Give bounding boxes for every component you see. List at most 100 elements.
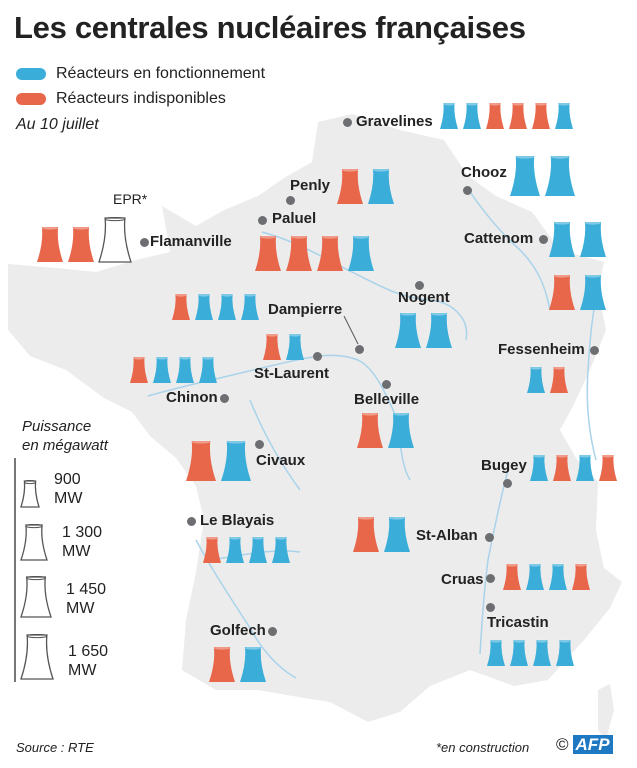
site-dot [355, 345, 364, 354]
site-label-flamanville: Flamanville [150, 233, 232, 250]
river-meuse [465, 185, 551, 311]
legend-running-label: Réacteurs en fonctionnement [56, 65, 266, 82]
reactor-running-icon-rim [529, 563, 541, 567]
reactor-running-icon [368, 168, 394, 204]
scale-tower-icon-rim [26, 576, 46, 581]
reactor-unavailable-icon-rim [321, 235, 339, 239]
site-dot [286, 196, 295, 205]
reactor-unavailable-icon-rim [553, 274, 571, 278]
reactor-unavailable-icon-rim [506, 563, 518, 567]
scale-tower-icon-rim [23, 480, 37, 485]
source-note: Source : RTE [16, 740, 94, 755]
reactor-running-icon-shape [195, 294, 213, 320]
reactor-running-icon [533, 639, 551, 666]
scale-entry-1650: 1 650 MW [20, 634, 108, 680]
reactor-unavailable-icon-shape [209, 647, 235, 682]
reactor-running-icon-shape [241, 294, 259, 320]
reactor-running-icon-rim [553, 221, 571, 225]
scale-unit: MW [66, 600, 95, 617]
reactor-running-icon-rim [513, 639, 525, 643]
reactor-running-icon-shape [384, 517, 410, 552]
legend-unavailable-label: Réacteurs indisponibles [56, 90, 226, 107]
reactor-unavailable-icon [509, 102, 527, 129]
site-label-civaux: Civaux [256, 452, 306, 469]
reactor-running-icon-rim [550, 155, 570, 159]
reactor-construction-icon-shape [98, 217, 132, 263]
reactor-running-icon-rim [490, 639, 502, 643]
reactor-running-icon-rim [388, 516, 406, 520]
scale-tower-icon-shape [20, 524, 48, 561]
reactor-running-icon [388, 412, 414, 448]
reactor-unavailable-icon-shape [599, 455, 617, 481]
reactor-running-icon-shape [487, 640, 505, 666]
reactor-running-icon [463, 102, 481, 129]
reactor-unavailable-icon-rim [512, 102, 524, 106]
reactor-unavailable-icon-shape [130, 357, 148, 383]
reactor-unavailable-icon-shape [317, 236, 343, 271]
reactor-unavailable-icon-rim [489, 102, 501, 106]
reactor-running-icon-rim [584, 221, 602, 225]
scale-bar [14, 458, 16, 682]
reactor-unavailable-icon [549, 274, 575, 310]
reactors-gravelines [439, 102, 574, 130]
legend-item-running: Réacteurs en fonctionnement [16, 65, 265, 83]
reactor-running-icon-shape [510, 156, 540, 196]
reactor-unavailable-icon [553, 454, 571, 481]
afp-logo: © AFP [556, 735, 613, 755]
reactor-unavailable-icon-rim [175, 293, 187, 297]
reactor-unavailable-icon-rim [602, 454, 614, 458]
reactor-unavailable-icon-shape [509, 103, 527, 129]
reactor-unavailable-icon [255, 235, 281, 271]
scale-unit: MW [68, 662, 97, 679]
reactor-unavailable-icon-rim [41, 226, 59, 230]
island-corsica [598, 684, 614, 740]
reactor-running-icon [395, 312, 421, 348]
reactor-running-icon-rim [202, 356, 214, 360]
scale-tower-icon-shape [20, 576, 52, 618]
reactor-running-icon-shape [510, 640, 528, 666]
site-label-penly: Penly [290, 177, 331, 194]
site-label-paluel: Paluel [272, 210, 317, 227]
reactor-unavailable-icon-rim [266, 333, 278, 337]
scale-tower-icon-shape [20, 480, 40, 508]
scale-value: 900 [54, 471, 81, 488]
reactor-unavailable-icon-rim [361, 412, 379, 416]
reactors-tricastin [486, 639, 575, 667]
reactor-unavailable-icon [572, 563, 590, 590]
reactor-running-icon-rim [372, 168, 390, 172]
reactor-unavailable-icon-shape [486, 103, 504, 129]
reactor-running-icon [549, 563, 567, 590]
reactor-unavailable-icon-shape [255, 236, 281, 271]
reactor-running-icon-rim [244, 293, 256, 297]
site-label-chinon: Chinon [166, 389, 218, 406]
site-dot [382, 380, 391, 389]
reactor-unavailable-icon-rim [290, 235, 308, 239]
site-dot [415, 281, 424, 290]
site-label-tricastin: Tricastin [487, 614, 549, 631]
dampierre-leader [343, 315, 359, 345]
reactor-running-icon [199, 356, 217, 383]
reactor-running-icon-shape [549, 564, 567, 590]
reactor-running-icon [580, 274, 606, 310]
reactors-chinon [129, 356, 218, 384]
site-dot [539, 235, 548, 244]
site-label-chooz: Chooz [461, 164, 507, 181]
reactor-unavailable-icon-shape [337, 169, 363, 204]
site-dot [140, 238, 149, 247]
reactor-running-icon-shape [221, 441, 251, 481]
reactor-running-icon [272, 536, 290, 563]
reactor-running-icon-shape [576, 455, 594, 481]
reactor-unavailable-icon-shape [503, 564, 521, 590]
reactor-unavailable-icon-shape [550, 367, 568, 393]
site-label-belleville: Belleville [354, 391, 420, 408]
reactor-running-icon-rim [536, 639, 548, 643]
reactor-unavailable-icon-rim [133, 356, 145, 360]
site-dot [258, 216, 267, 225]
site-label-le-blayais: Le Blayais [200, 512, 275, 529]
reactor-running-icon-rim [275, 536, 287, 540]
scale-unit: MW [62, 543, 91, 560]
running-swatch-icon [16, 68, 46, 80]
reactor-running-icon-shape [426, 313, 452, 348]
reactor-running-icon [530, 454, 548, 481]
reactor-unavailable-icon-shape [357, 413, 383, 448]
